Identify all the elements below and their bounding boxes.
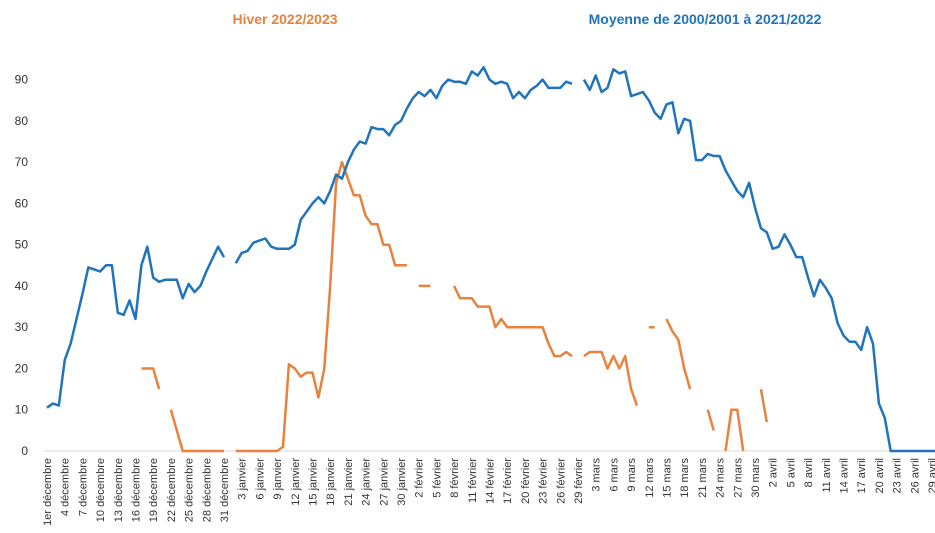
x-tick-label: 5 avril (785, 458, 797, 487)
x-tick-label: 4 décembre (60, 458, 72, 516)
x-tick-label: 31 décembre (219, 458, 231, 522)
x-tick-label: 17 avril (856, 458, 868, 493)
x-tick-label: 14 avril (839, 458, 851, 493)
x-tick-label: 1er décembre (42, 458, 54, 526)
x-tick-label: 24 janvier (361, 458, 373, 506)
x-tick-label: 27 janvier (378, 458, 390, 506)
x-tick-label: 23 février (538, 458, 550, 504)
x-tick-label: 29 avril (927, 458, 935, 493)
x-tick-label: 18 janvier (325, 458, 337, 506)
y-tick-label: 60 (15, 196, 29, 210)
x-tick-label: 28 décembre (201, 458, 213, 522)
y-tick-label: 90 (15, 73, 29, 87)
y-tick-label: 30 (15, 320, 29, 334)
x-tick-label: 25 décembre (184, 458, 196, 522)
y-tick-label: 80 (15, 114, 29, 128)
x-tick-label: 12 mars (644, 458, 656, 498)
x-tick-label: 21 janvier (343, 458, 355, 506)
y-tick-label: 40 (15, 279, 29, 293)
x-tick-label: 30 janvier (396, 458, 408, 506)
y-tick-label: 50 (15, 238, 29, 252)
x-tick-label: 26 février (555, 458, 567, 504)
series-line (46, 66, 935, 453)
x-tick-label: 2 février (414, 458, 426, 498)
x-tick-label: 26 avril (909, 458, 921, 493)
x-tick-label: 10 décembre (95, 458, 107, 522)
x-tick-label: 18 mars (679, 458, 691, 498)
x-tick-label: 27 mars (732, 458, 744, 498)
x-tick-label: 13 décembre (113, 458, 125, 522)
x-tick-label: 15 mars (662, 458, 674, 498)
x-tick-label: 6 janvier (254, 458, 266, 500)
y-tick-label: 20 (15, 361, 29, 375)
x-tick-label: 9 janvier (272, 458, 284, 500)
x-tick-label: 7 décembre (77, 458, 89, 516)
x-tick-label: 20 avril (874, 458, 886, 493)
x-tick-label: 3 mars (591, 458, 603, 492)
x-tick-label: 2 avril (768, 458, 780, 487)
x-tick-label: 30 mars (750, 458, 762, 498)
x-tick-label: 15 janvier (308, 458, 320, 506)
x-tick-label: 17 février (502, 458, 514, 504)
x-tick-label: 21 mars (697, 458, 709, 498)
x-tick-label: 3 janvier (237, 458, 249, 500)
x-tick-label: 20 février (520, 458, 532, 504)
x-tick-label: 9 mars (626, 458, 638, 492)
legend-label: Moyenne de 2000/2001 à 2021/2022 (589, 11, 822, 27)
x-tick-label: 22 décembre (166, 458, 178, 522)
x-tick-label: 11 février (467, 458, 479, 503)
y-tick-label: 0 (21, 444, 28, 458)
x-tick-label: 12 janvier (290, 458, 302, 506)
x-tick-label: 24 mars (715, 458, 727, 498)
legend-label: Hiver 2022/2023 (232, 11, 337, 27)
x-tick-label: 19 décembre (148, 458, 160, 522)
x-tick-label: 8 avril (803, 458, 815, 487)
y-tick-label: 10 (15, 403, 29, 417)
x-tick-label: 6 mars (608, 458, 620, 492)
y-tick-label: 70 (15, 155, 29, 169)
x-tick-label: 11 avril (821, 458, 833, 493)
x-tick-label: 16 décembre (131, 458, 143, 522)
series-line (141, 160, 769, 453)
x-tick-label: 8 février (449, 458, 461, 498)
x-tick-label: 5 février (431, 458, 443, 498)
x-tick-label: 14 février (485, 458, 497, 504)
x-tick-label: 29 février (573, 458, 585, 504)
x-tick-label: 23 avril (892, 458, 904, 493)
